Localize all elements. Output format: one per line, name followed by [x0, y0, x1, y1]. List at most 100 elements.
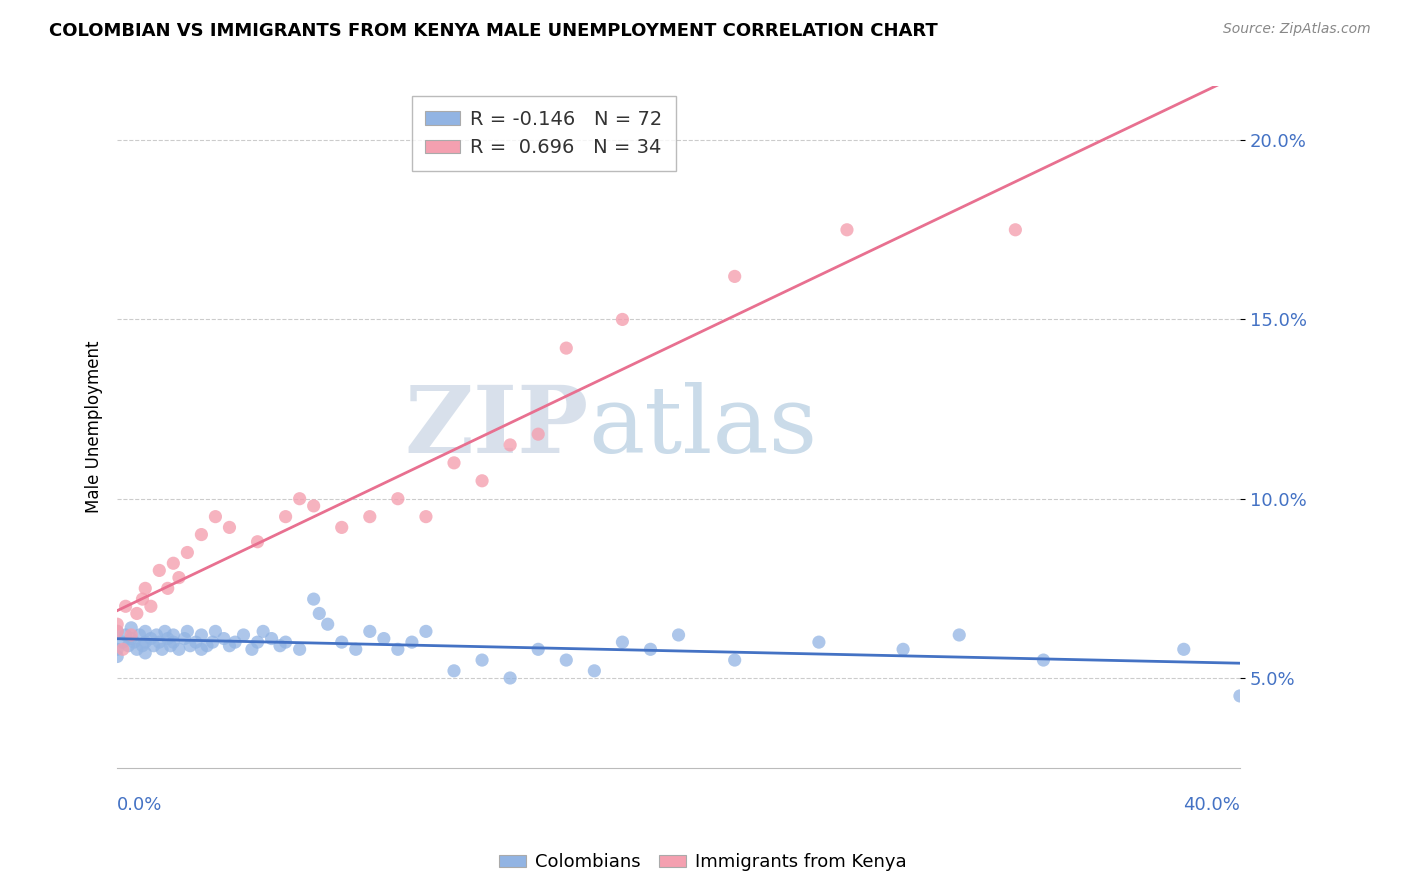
Point	[212, 632, 235, 646]
Point	[114, 628, 136, 642]
Point	[204, 624, 226, 639]
Y-axis label: Male Unemployment: Male Unemployment	[86, 341, 103, 513]
Point	[167, 571, 190, 585]
Point	[260, 632, 283, 646]
Point	[195, 639, 218, 653]
Point	[162, 556, 184, 570]
Point	[190, 642, 212, 657]
Point	[252, 624, 274, 639]
Point	[162, 635, 184, 649]
Point	[308, 607, 330, 621]
Point	[134, 646, 156, 660]
Point	[527, 427, 550, 442]
Point	[117, 639, 139, 653]
Point	[835, 223, 858, 237]
Point	[387, 491, 409, 506]
Point	[153, 624, 176, 639]
Point	[807, 635, 830, 649]
Point	[184, 635, 207, 649]
Point	[111, 635, 134, 649]
Text: 0.0%: 0.0%	[117, 797, 163, 814]
Point	[179, 639, 201, 653]
Legend: Colombians, Immigrants from Kenya: Colombians, Immigrants from Kenya	[492, 847, 914, 879]
Point	[246, 534, 269, 549]
Point	[302, 592, 325, 607]
Point	[724, 269, 747, 284]
Point	[111, 642, 134, 657]
Point	[134, 582, 156, 596]
Point	[288, 491, 311, 506]
Point	[218, 639, 240, 653]
Point	[1032, 653, 1054, 667]
Text: atlas: atlas	[589, 382, 818, 472]
Point	[499, 671, 522, 685]
Point	[471, 474, 494, 488]
Point	[201, 635, 224, 649]
Point	[145, 628, 167, 642]
Text: Source: ZipAtlas.com: Source: ZipAtlas.com	[1223, 22, 1371, 37]
Point	[527, 642, 550, 657]
Point	[105, 624, 128, 639]
Point	[159, 639, 181, 653]
Point	[105, 617, 128, 632]
Point	[156, 632, 179, 646]
Point	[156, 582, 179, 596]
Point	[150, 642, 173, 657]
Text: COLOMBIAN VS IMMIGRANTS FROM KENYA MALE UNEMPLOYMENT CORRELATION CHART: COLOMBIAN VS IMMIGRANTS FROM KENYA MALE …	[49, 22, 938, 40]
Point	[948, 628, 970, 642]
Point	[148, 563, 170, 577]
Legend: R = -0.146   N = 72, R =  0.696   N = 34: R = -0.146 N = 72, R = 0.696 N = 34	[412, 96, 676, 171]
Point	[555, 341, 578, 355]
Point	[344, 642, 367, 657]
Point	[218, 520, 240, 534]
Point	[612, 312, 634, 326]
Point	[246, 635, 269, 649]
Point	[240, 642, 263, 657]
Point	[1004, 223, 1026, 237]
Point	[120, 628, 142, 642]
Point	[120, 621, 142, 635]
Point	[1173, 642, 1195, 657]
Point	[176, 624, 198, 639]
Point	[224, 635, 246, 649]
Point	[330, 635, 353, 649]
Point	[134, 635, 156, 649]
Point	[139, 599, 162, 614]
Point	[128, 628, 150, 642]
Point	[330, 520, 353, 534]
Point	[190, 628, 212, 642]
Point	[125, 642, 148, 657]
Point	[443, 456, 465, 470]
Point	[401, 635, 423, 649]
Point	[373, 632, 395, 646]
Point	[555, 653, 578, 667]
Point	[499, 438, 522, 452]
Point	[387, 642, 409, 657]
Point	[891, 642, 914, 657]
Point	[640, 642, 662, 657]
Point	[204, 509, 226, 524]
Point	[131, 639, 153, 653]
Point	[120, 632, 142, 646]
Point	[105, 649, 128, 664]
Point	[471, 653, 494, 667]
Text: 40.0%: 40.0%	[1182, 797, 1240, 814]
Point	[668, 628, 690, 642]
Point	[359, 509, 381, 524]
Point	[122, 635, 145, 649]
Point	[612, 635, 634, 649]
Point	[583, 664, 606, 678]
Point	[415, 624, 437, 639]
Point	[232, 628, 254, 642]
Point	[173, 632, 195, 646]
Point	[274, 635, 297, 649]
Point	[359, 624, 381, 639]
Point	[1229, 689, 1251, 703]
Point	[443, 664, 465, 678]
Point	[724, 653, 747, 667]
Point	[162, 628, 184, 642]
Point	[134, 624, 156, 639]
Point	[274, 509, 297, 524]
Point	[190, 527, 212, 541]
Point	[142, 639, 165, 653]
